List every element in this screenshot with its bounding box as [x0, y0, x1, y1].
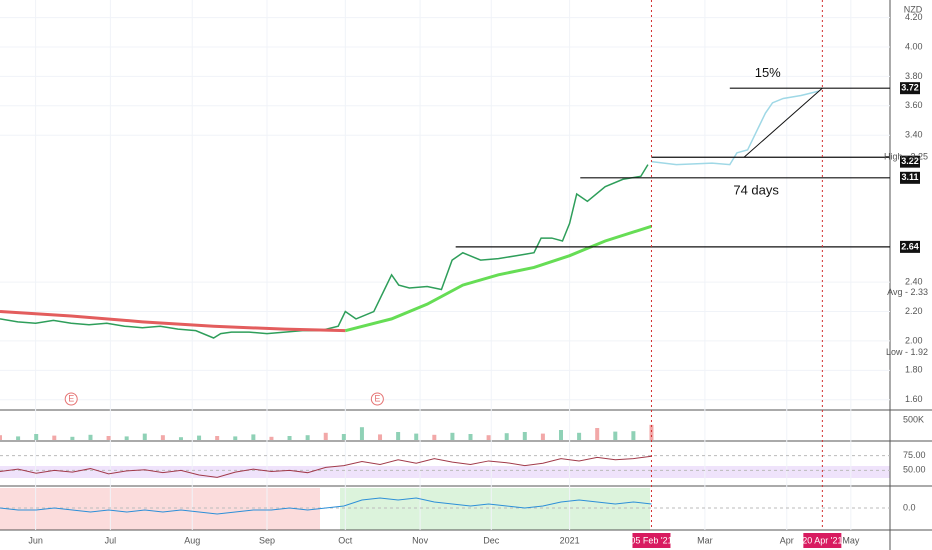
volume-bar [558, 430, 563, 440]
volume-bar [468, 434, 473, 440]
rsi-tick-label: 50.00 [903, 465, 926, 475]
volume-bar [359, 427, 364, 440]
volume-bar [522, 432, 527, 440]
volume-bar [504, 433, 509, 440]
earnings-marker [64, 392, 78, 406]
price-badge-label: 3.72 [901, 83, 919, 93]
y-tick-label: 3.80 [905, 71, 923, 81]
x-tick-label: 2021 [560, 535, 580, 545]
date-badge [803, 533, 842, 548]
currency-label: NZD [904, 4, 923, 14]
annotation: 15% [755, 65, 781, 80]
volume-bar [305, 435, 310, 440]
volume-tick-label: 500K [903, 414, 924, 424]
y-tick-label: 3.40 [905, 130, 923, 140]
volume-bar [577, 432, 582, 440]
volume-bar [16, 436, 21, 440]
price-badge [900, 155, 920, 168]
x-tick-label: Dec [483, 535, 500, 545]
stat-label: High - 3.25 [884, 152, 928, 162]
annotation: 74 days [733, 182, 779, 197]
volume-bar [613, 431, 618, 440]
volume-bar [414, 433, 419, 440]
y-tick-label: 3.60 [905, 100, 923, 110]
volume-bar [215, 436, 220, 440]
price-badge [900, 171, 920, 184]
volume-bar [486, 435, 491, 440]
macd-tick-label: 0.0 [903, 502, 916, 512]
x-tick-label: Sep [259, 535, 275, 545]
rsi-tick-label: 75.00 [903, 450, 926, 460]
y-tick-label: 2.40 [905, 277, 923, 287]
price-line [0, 310, 346, 333]
volume-bar [378, 434, 383, 440]
price-badge-label: 3.22 [901, 156, 919, 166]
volume-bar [341, 434, 346, 440]
volume-bar [396, 432, 401, 440]
price-badge-label: 2.64 [901, 241, 919, 251]
price-badge [900, 82, 920, 95]
macd-green-zone [340, 488, 650, 530]
earnings-label: E [68, 393, 74, 403]
x-tick-label: Jun [28, 535, 43, 545]
price-badge-label: 3.11 [901, 172, 918, 182]
volume-bar [52, 435, 57, 440]
y-tick-label: 4.20 [905, 12, 923, 22]
volume-bar [233, 436, 238, 440]
y-tick-label: 1.80 [905, 365, 923, 375]
x-tick-label: Apr [780, 535, 794, 545]
volume-bar [269, 436, 274, 440]
volume-bar [70, 436, 75, 440]
volume-bar [178, 437, 183, 440]
y-tick-label: 4.00 [905, 41, 923, 51]
volume-bar [649, 424, 654, 440]
date-badge [632, 533, 671, 548]
date-badge-label: 20 Apr '21 [802, 535, 842, 545]
volume-bar [197, 435, 202, 440]
volume-bar [631, 431, 636, 440]
stat-label: Avg - 2.33 [887, 287, 928, 297]
volume-bar [432, 434, 437, 440]
price-line [0, 164, 649, 339]
macd-line [0, 497, 652, 515]
volume-bar [323, 432, 328, 440]
price-badge [900, 240, 920, 253]
stat-label: Low - 1.92 [886, 347, 928, 357]
x-tick-label: Jul [105, 535, 117, 545]
rsi-band [0, 466, 890, 478]
volume-bar [106, 436, 111, 440]
volume-bar [160, 435, 165, 440]
price-line [651, 90, 819, 166]
rsi-line [0, 455, 652, 478]
volume-bar [540, 433, 545, 440]
projection-arrow [743, 87, 823, 158]
volume-bar [595, 428, 600, 440]
date-badge-label: 05 Feb '21 [630, 535, 672, 545]
x-tick-label: Oct [338, 535, 353, 545]
price-line [344, 224, 652, 333]
x-tick-label: May [842, 535, 860, 545]
x-tick-label: Nov [412, 535, 429, 545]
volume-bar [251, 434, 256, 440]
y-tick-label: 2.00 [905, 335, 923, 345]
volume-bar [34, 434, 39, 440]
earnings-label: E [374, 393, 380, 403]
volume-bar [450, 432, 455, 440]
volume-bar [0, 435, 2, 440]
earnings-marker [370, 392, 384, 406]
volume-bar [142, 433, 147, 440]
y-tick-label: 1.60 [905, 394, 923, 404]
volume-bar [88, 434, 93, 440]
volume-bar [124, 436, 129, 440]
x-tick-label: Aug [184, 535, 200, 545]
volume-bar [287, 436, 292, 440]
y-tick-label: 2.20 [905, 306, 923, 316]
x-tick-label: Mar [697, 535, 713, 545]
